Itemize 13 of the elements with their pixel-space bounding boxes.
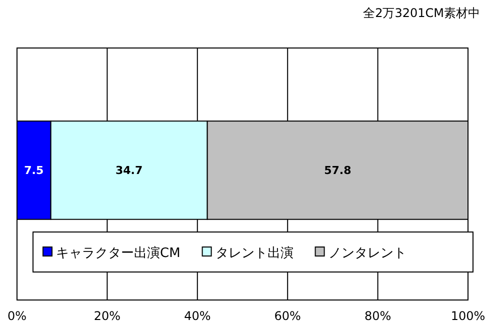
x-tick-label: 100% bbox=[450, 309, 486, 323]
x-tick-label: 40% bbox=[184, 309, 211, 323]
data-label: 34.7 bbox=[116, 164, 143, 178]
data-label: 7.5 bbox=[24, 164, 44, 178]
chart-title: 全2万3201CM素材中 bbox=[363, 6, 480, 20]
legend-label: ノンタレント bbox=[328, 246, 406, 261]
legend-label: キャラクター出演CM bbox=[56, 246, 180, 261]
data-label: 57.8 bbox=[324, 164, 352, 178]
x-tick-label: 60% bbox=[274, 309, 301, 323]
x-tick-label: 0% bbox=[7, 309, 27, 323]
x-tick-label: 20% bbox=[94, 309, 121, 323]
legend-label: タレント出演 bbox=[215, 246, 294, 261]
x-tick-label: 80% bbox=[364, 309, 392, 323]
